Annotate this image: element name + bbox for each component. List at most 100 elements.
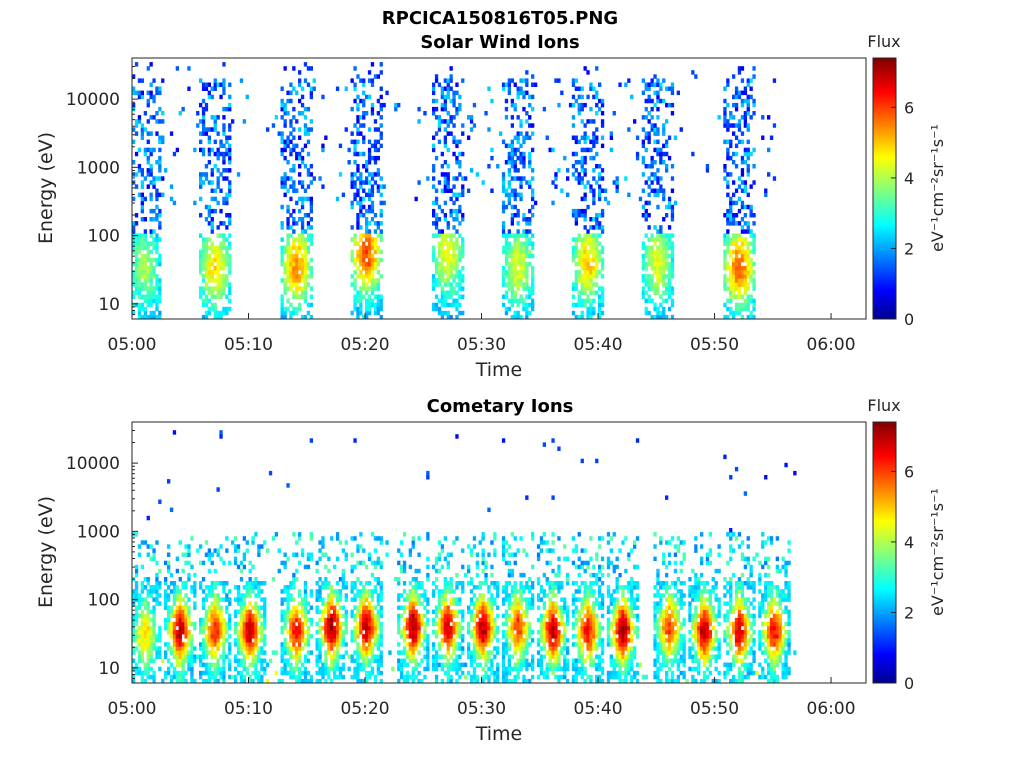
heatmap-cell	[199, 257, 203, 263]
heatmap-cell	[458, 625, 462, 631]
heatmap-cell	[158, 499, 162, 504]
heatmap-cell	[531, 302, 535, 308]
heatmap-cell	[146, 119, 150, 124]
heatmap-cell	[132, 241, 136, 246]
heatmap-cell	[254, 638, 258, 643]
heatmap-cell	[440, 106, 445, 112]
heatmap-cell	[315, 638, 319, 643]
heatmap-cell	[292, 66, 296, 71]
heatmap-cell	[732, 257, 736, 263]
heatmap-cell	[732, 274, 736, 279]
heatmap-cell	[408, 609, 413, 615]
heatmap-cell	[414, 625, 418, 631]
heatmap-cell	[359, 249, 363, 255]
heatmap-cell	[647, 261, 651, 267]
heatmap-cell	[504, 115, 509, 120]
heatmap-cell	[137, 302, 142, 308]
heatmap-cell	[729, 270, 733, 275]
heatmap-cell	[600, 188, 605, 193]
heatmap-cell	[350, 536, 354, 541]
heatmap-cell	[210, 217, 214, 222]
heatmap-cell	[140, 564, 145, 570]
heatmap-cell	[656, 310, 660, 316]
heatmap-cell	[734, 257, 739, 263]
heatmap-cell	[300, 678, 305, 684]
heatmap-cell	[434, 560, 439, 566]
heatmap-cell	[222, 115, 226, 120]
heatmap-cell	[426, 577, 430, 582]
heatmap-cell	[152, 180, 156, 185]
heatmap-cell	[740, 200, 745, 206]
heatmap-cell	[204, 106, 209, 112]
heatmap-cell	[752, 302, 756, 308]
heatmap-cell	[181, 646, 185, 651]
heatmap-cell	[321, 94, 325, 100]
heatmap-cell	[379, 654, 383, 659]
heatmap-cell	[327, 609, 331, 615]
heatmap-cell	[210, 229, 214, 234]
heatmap-cell	[303, 658, 308, 663]
heatmap-cell	[370, 290, 375, 295]
heatmap-cell	[440, 164, 445, 169]
heatmap-cell	[405, 654, 410, 659]
heatmap-cell	[510, 274, 515, 279]
heatmap-cell	[146, 515, 150, 521]
heatmap-cell	[434, 106, 439, 112]
heatmap-cell	[362, 646, 366, 651]
heatmap-cell	[432, 208, 436, 214]
heatmap-cell	[344, 581, 348, 586]
heatmap-cell	[437, 249, 442, 255]
heatmap-cell	[184, 646, 188, 651]
heatmap-cell	[370, 572, 375, 578]
heatmap-cell	[653, 160, 657, 165]
heatmap-cell	[461, 634, 465, 639]
heatmap-cell	[653, 102, 657, 108]
heatmap-cell	[143, 282, 148, 287]
heatmap-cell	[370, 646, 375, 651]
heatmap-cell	[132, 613, 136, 619]
heatmap-cell	[583, 278, 587, 283]
heatmap-cell	[207, 617, 212, 623]
heatmap-cell	[434, 131, 439, 136]
heatmap-cell	[723, 176, 727, 181]
heatmap-cell	[295, 617, 299, 623]
heatmap-cell	[397, 593, 401, 598]
heatmap-cell	[356, 253, 360, 259]
heatmap-cell	[134, 568, 139, 574]
heatmap-cell	[164, 625, 168, 631]
heatmap-cell	[516, 310, 520, 316]
heatmap-cell	[647, 294, 651, 299]
heatmap-cell	[333, 589, 337, 594]
heatmap-cell	[204, 593, 209, 598]
heatmap-cell	[134, 266, 139, 271]
heatmap-cell	[379, 208, 383, 214]
heatmap-cell	[350, 176, 354, 181]
heatmap-cell	[449, 266, 453, 271]
heatmap-cell	[405, 597, 410, 602]
heatmap-cell	[650, 237, 654, 242]
heatmap-cell	[449, 630, 453, 635]
heatmap-cell	[242, 597, 247, 602]
heatmap-cell	[283, 662, 287, 668]
heatmap-cell	[341, 572, 346, 578]
heatmap-cell	[132, 666, 136, 672]
heatmap-cell	[510, 143, 515, 149]
heatmap-cell	[411, 621, 415, 627]
heatmap-cell	[280, 298, 284, 304]
heatmap-cell	[362, 638, 366, 643]
heatmap-cell	[402, 638, 407, 643]
heatmap-cell	[251, 581, 255, 586]
heatmap-cell	[158, 581, 162, 586]
heatmap-cell	[373, 278, 378, 283]
heatmap-cell	[583, 66, 587, 71]
heatmap-cell	[670, 257, 675, 263]
heatmap-cell	[656, 180, 660, 185]
heatmap-cell	[452, 135, 456, 140]
heatmap-cell	[333, 670, 337, 676]
heatmap-cell	[571, 164, 576, 169]
heatmap-cell	[289, 621, 293, 627]
heatmap-cell	[161, 135, 165, 140]
heatmap-cell	[644, 253, 648, 259]
heatmap-cell	[394, 577, 398, 582]
heatmap-cell	[362, 188, 366, 193]
